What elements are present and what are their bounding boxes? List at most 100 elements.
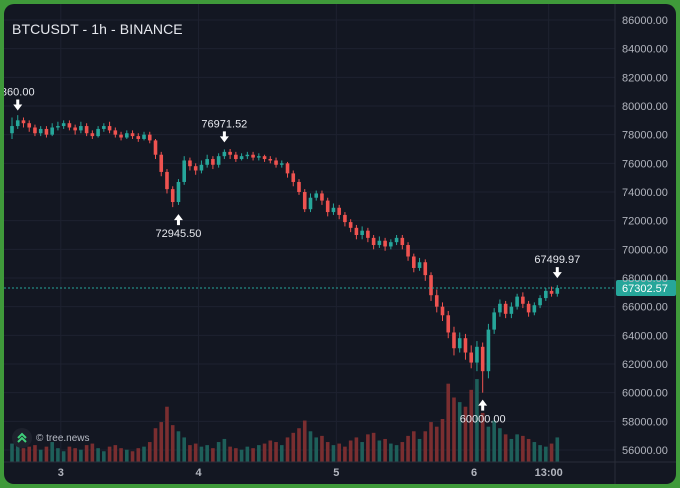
candle-body bbox=[302, 192, 307, 210]
candle-body bbox=[308, 197, 313, 210]
x-tick-label: 4 bbox=[195, 467, 202, 479]
candle-body bbox=[245, 154, 250, 157]
candle-body bbox=[320, 193, 324, 201]
volume-bar bbox=[61, 451, 66, 462]
candle-body bbox=[538, 298, 542, 306]
volume-bar bbox=[429, 422, 433, 462]
volume-bar bbox=[463, 406, 468, 462]
down-arrow-icon bbox=[13, 99, 23, 111]
volume-bar bbox=[234, 448, 238, 462]
axis-layer: 86000.00 84000.00 82000.00 80000.00 78000.00… bbox=[4, 4, 676, 484]
candle-body bbox=[274, 160, 278, 165]
candle-body bbox=[446, 315, 451, 333]
candle-body bbox=[297, 181, 301, 192]
volume-bar bbox=[492, 420, 496, 462]
candle-body bbox=[182, 160, 186, 182]
volume-bar bbox=[27, 446, 32, 462]
volume-bar bbox=[107, 446, 112, 462]
candle-body bbox=[492, 312, 496, 330]
volume-bar bbox=[84, 445, 89, 462]
candle-body bbox=[452, 332, 456, 349]
current-price-badge bbox=[616, 279, 676, 296]
y-tick-label: 56000.00 bbox=[622, 445, 668, 457]
candle-body bbox=[90, 133, 95, 137]
candle-body bbox=[159, 154, 164, 172]
volume-bar bbox=[469, 389, 473, 462]
volume-bar bbox=[434, 426, 439, 462]
volume-bar bbox=[521, 435, 525, 462]
annotation-layer: 67302.57 360.00 76971.52 72945.50 60000.00 67… bbox=[4, 86, 676, 426]
candle-body bbox=[457, 338, 462, 349]
price-chart[interactable]: 67302.57360.0076971.5272945.5060000.0067… bbox=[4, 4, 676, 484]
candle-body bbox=[371, 237, 376, 246]
candle-body bbox=[389, 242, 393, 247]
volume-bar bbox=[412, 431, 416, 462]
down-arrow-icon bbox=[552, 267, 562, 279]
volume-bar bbox=[515, 434, 519, 462]
volume-bar bbox=[113, 445, 118, 462]
candle-body bbox=[239, 156, 244, 160]
volume-bar bbox=[15, 438, 20, 462]
volume-bar bbox=[188, 445, 192, 462]
y-tick-label: 60000.00 bbox=[622, 388, 668, 400]
candle-body bbox=[434, 295, 439, 307]
candle-body bbox=[486, 329, 491, 372]
candle-body bbox=[262, 156, 267, 160]
candle-body bbox=[348, 222, 353, 228]
volume-bar bbox=[314, 437, 319, 462]
volume-bar bbox=[251, 448, 255, 462]
grid-layer bbox=[4, 4, 615, 462]
candle-body bbox=[188, 160, 192, 167]
volume-bar bbox=[394, 445, 399, 462]
y-tick-label: 62000.00 bbox=[622, 359, 668, 371]
volume-bar bbox=[366, 434, 370, 462]
volume-bar bbox=[279, 445, 284, 462]
volume-bar bbox=[10, 443, 14, 462]
candle-body bbox=[211, 159, 215, 165]
x-tick-label: 6 bbox=[471, 467, 477, 479]
volume-bar bbox=[205, 445, 209, 462]
candle-body bbox=[199, 164, 204, 171]
candle-body bbox=[532, 305, 537, 313]
y-tick-label: 64000.00 bbox=[622, 330, 668, 342]
volume-bar bbox=[486, 426, 491, 462]
volume-bar bbox=[130, 451, 135, 462]
candle-body bbox=[475, 346, 479, 363]
volume-bar bbox=[159, 422, 164, 462]
candle-body bbox=[394, 237, 399, 243]
volume-bar bbox=[475, 379, 479, 462]
watermark-text: © tree.news bbox=[36, 432, 90, 444]
volume-bar bbox=[331, 445, 336, 462]
volume-bar bbox=[96, 448, 100, 462]
y-tick-label: 78000.00 bbox=[622, 130, 668, 142]
volume-bar bbox=[354, 437, 359, 462]
volume-bar bbox=[308, 431, 313, 462]
volume-bar bbox=[153, 428, 158, 462]
volume-bar bbox=[199, 446, 204, 462]
candle-body bbox=[360, 230, 364, 235]
volume-bar bbox=[274, 442, 278, 462]
candle-body bbox=[480, 346, 485, 372]
volume-bar bbox=[147, 442, 152, 462]
volume-bar bbox=[452, 397, 456, 462]
volume-bar bbox=[262, 443, 267, 462]
annotation-label: 67499.97 bbox=[534, 254, 580, 266]
volume-bar bbox=[211, 448, 215, 462]
candle-body bbox=[130, 133, 135, 137]
volume-bar bbox=[423, 431, 428, 462]
volume-bar bbox=[549, 443, 554, 462]
candle-body bbox=[84, 126, 89, 134]
volume-bar bbox=[170, 425, 175, 462]
candle-body bbox=[170, 189, 175, 203]
volume-bar bbox=[337, 443, 341, 462]
candle-body bbox=[15, 120, 20, 127]
watermark: © tree.news bbox=[12, 428, 90, 448]
volume-bar bbox=[503, 434, 508, 462]
candle-body bbox=[366, 230, 370, 238]
candle-body bbox=[79, 126, 83, 131]
candle-body bbox=[50, 127, 54, 135]
volume-bar bbox=[498, 428, 502, 462]
candle-body bbox=[125, 133, 129, 138]
candle-body bbox=[257, 156, 261, 158]
volume-bar bbox=[21, 448, 26, 462]
